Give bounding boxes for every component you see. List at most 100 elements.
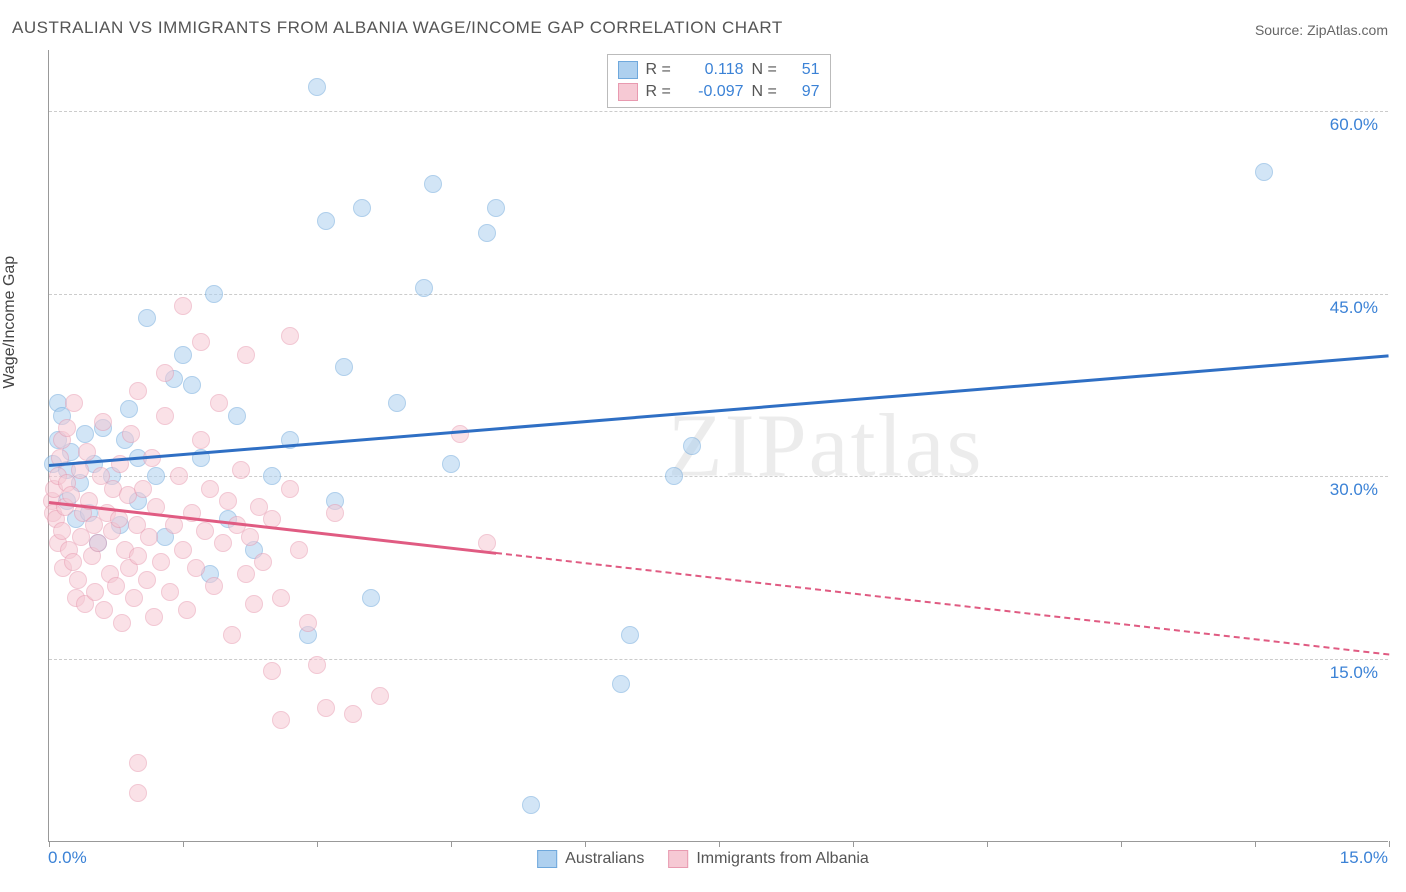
- data-point: [76, 425, 94, 443]
- data-point: [53, 522, 71, 540]
- x-tick: [853, 841, 854, 847]
- data-point: [187, 559, 205, 577]
- y-tick-label: 60.0%: [1330, 115, 1378, 135]
- data-point: [263, 467, 281, 485]
- gridline: [49, 294, 1388, 295]
- data-point: [308, 78, 326, 96]
- data-point: [522, 796, 540, 814]
- data-point: [317, 699, 335, 717]
- x-tick: [1389, 841, 1390, 847]
- data-point: [424, 175, 442, 193]
- data-point: [237, 565, 255, 583]
- legend-item: Immigrants from Albania: [668, 850, 869, 868]
- n-label: N =: [752, 83, 782, 101]
- x-tick: [1255, 841, 1256, 847]
- data-point: [145, 608, 163, 626]
- legend-label: Australians: [565, 850, 644, 868]
- legend-swatch: [668, 850, 688, 868]
- data-point: [683, 437, 701, 455]
- data-point: [86, 583, 104, 601]
- data-point: [210, 394, 228, 412]
- data-point: [107, 577, 125, 595]
- data-point: [140, 528, 158, 546]
- data-point: [281, 327, 299, 345]
- x-tick: [987, 841, 988, 847]
- data-point: [299, 614, 317, 632]
- data-point: [478, 224, 496, 242]
- data-point: [129, 784, 147, 802]
- data-point: [69, 571, 87, 589]
- data-point: [308, 656, 326, 674]
- data-point: [129, 754, 147, 772]
- data-point: [205, 285, 223, 303]
- data-point: [245, 595, 263, 613]
- data-point: [78, 443, 96, 461]
- data-point: [152, 553, 170, 571]
- data-point: [1255, 163, 1273, 181]
- data-point: [290, 541, 308, 559]
- data-point: [125, 589, 143, 607]
- x-axis-max-label: 15.0%: [1340, 848, 1388, 868]
- data-point: [161, 583, 179, 601]
- data-point: [110, 510, 128, 528]
- data-point: [272, 589, 290, 607]
- data-point: [388, 394, 406, 412]
- data-point: [156, 364, 174, 382]
- data-point: [219, 492, 237, 510]
- data-point: [353, 199, 371, 217]
- data-point: [326, 504, 344, 522]
- data-point: [156, 407, 174, 425]
- data-point: [178, 601, 196, 619]
- x-tick: [183, 841, 184, 847]
- data-point: [134, 480, 152, 498]
- data-point: [344, 705, 362, 723]
- data-point: [317, 212, 335, 230]
- data-point: [183, 376, 201, 394]
- plot-area: ZIPatlas R =0.118N =51R =-0.097N =97 15.…: [48, 50, 1388, 842]
- x-tick: [585, 841, 586, 847]
- series-swatch: [618, 61, 638, 79]
- data-point: [174, 346, 192, 364]
- stats-row: R =0.118N =51: [618, 59, 820, 81]
- data-point: [254, 553, 272, 571]
- x-tick: [719, 841, 720, 847]
- data-point: [487, 199, 505, 217]
- stats-row: R =-0.097N =97: [618, 81, 820, 103]
- x-axis-min-label: 0.0%: [48, 848, 87, 868]
- data-point: [237, 346, 255, 364]
- n-label: N =: [752, 61, 782, 79]
- data-point: [122, 425, 140, 443]
- data-point: [223, 626, 241, 644]
- data-point: [232, 461, 250, 479]
- data-point: [415, 279, 433, 297]
- data-point: [228, 407, 246, 425]
- data-point: [192, 431, 210, 449]
- data-point: [621, 626, 639, 644]
- r-value: -0.097: [684, 83, 744, 101]
- data-point: [196, 522, 214, 540]
- x-tick: [317, 841, 318, 847]
- data-point: [170, 467, 188, 485]
- data-point: [612, 675, 630, 693]
- data-point: [129, 382, 147, 400]
- data-point: [263, 662, 281, 680]
- data-point: [665, 467, 683, 485]
- gridline: [49, 476, 1388, 477]
- data-point: [62, 486, 80, 504]
- data-point: [272, 711, 290, 729]
- x-tick: [49, 841, 50, 847]
- y-tick-label: 15.0%: [1330, 663, 1378, 683]
- y-tick-label: 30.0%: [1330, 480, 1378, 500]
- r-value: 0.118: [684, 61, 744, 79]
- data-point: [362, 589, 380, 607]
- data-point: [205, 577, 223, 595]
- data-point: [442, 455, 460, 473]
- data-point: [174, 541, 192, 559]
- gridline: [49, 111, 1388, 112]
- data-point: [138, 571, 156, 589]
- legend-label: Immigrants from Albania: [696, 850, 869, 868]
- data-point: [138, 309, 156, 327]
- data-point: [241, 528, 259, 546]
- data-point: [281, 480, 299, 498]
- data-point: [64, 553, 82, 571]
